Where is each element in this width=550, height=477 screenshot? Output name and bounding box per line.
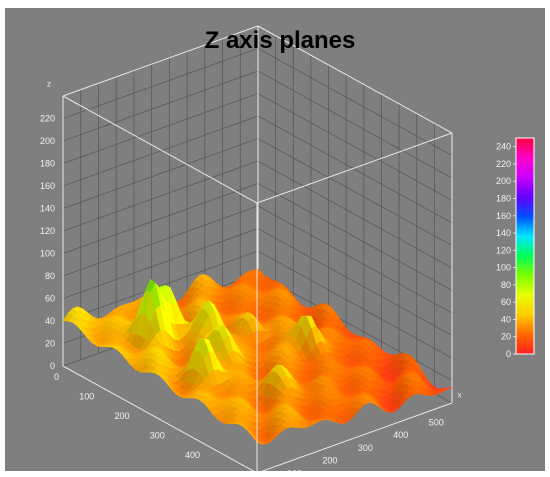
z-tick-label: 80 (45, 271, 55, 281)
colorbar-tick-label: 60 (501, 297, 511, 307)
y-tick-label: 200 (115, 411, 130, 421)
x-tick-label: 100 (287, 468, 302, 471)
grid-line-z-back-b (257, 205, 453, 314)
chart-title: Z axis planes (205, 27, 356, 54)
x-tick-label: 200 (322, 456, 337, 466)
surface-mesh (62, 268, 453, 445)
z-tick-label: 40 (45, 316, 55, 326)
grid-line-z-back-a (62, 93, 259, 164)
box-edge-front (261, 402, 453, 471)
grid-line-z-back-a (62, 70, 259, 142)
colorbar-tick-label: 200 (496, 176, 511, 186)
front-edges (62, 203, 453, 471)
z-tick-label: 160 (40, 181, 55, 191)
z-tick-label: 0 (50, 361, 55, 371)
surface-cell (251, 435, 263, 445)
grid-line-z-back-a (62, 183, 259, 254)
y-tick-label: 100 (79, 391, 94, 401)
box-edge-front (62, 365, 255, 471)
colorbar-tick-label: 80 (501, 280, 511, 290)
z-tick-label: 100 (40, 249, 55, 259)
colorbar-tick-label: 120 (496, 245, 511, 255)
grid-line-z-back-a (62, 48, 259, 119)
z-tick-label: 60 (45, 294, 55, 304)
y-tick-label: 300 (150, 430, 165, 440)
grid-line-z-back-b (257, 183, 453, 291)
z-tick-label: 200 (40, 136, 55, 146)
x-tick-label: 400 (393, 430, 408, 440)
grid-line-z-back-b (257, 250, 453, 359)
z-tick-label: 140 (40, 204, 55, 214)
grid-line-z-back-b (257, 70, 453, 179)
grid-line-z-back-a (62, 138, 259, 209)
back-grid (62, 25, 453, 404)
axis-ticks: 0 20 40 60 80 100 120 140 160 180 200 220 z 0 100 200 30… (40, 80, 462, 472)
colorbar-tick-label: 240 (496, 142, 511, 152)
grid-line-z-back-a (62, 160, 259, 232)
x-tick-label: 300 (358, 443, 373, 453)
colorbar-tick-label: 100 (496, 263, 511, 273)
grid-line-z-back-a (62, 250, 259, 322)
box-edge (256, 132, 453, 204)
chart-area: 0 20 40 60 80 100 120 140 160 180 200 220 z 0 100 200 30… (5, 8, 545, 471)
grid-line-z-back-b (257, 138, 453, 246)
colorbar: 0 20 40 60 80 100 120 140 160 180 200 220 240 (496, 137, 535, 359)
colorbar-tick-label: 20 (501, 332, 511, 342)
colorbar-tick-label: 160 (496, 211, 511, 221)
grid-line-z-back-a (62, 205, 259, 277)
grid-line-z-back-b (257, 228, 453, 336)
z-tick-label: 20 (45, 339, 55, 349)
y-tick-label: 0 (54, 372, 59, 382)
grid-line-z-back-b (257, 160, 453, 269)
x-axis-label: x (458, 391, 462, 400)
grid-line-z-back-b (257, 115, 453, 224)
x-tick-label: 500 (429, 417, 444, 427)
colorbar-gradient (515, 137, 535, 355)
grid-line-z-back-a (62, 115, 259, 187)
colorbar-tick-label: 220 (496, 159, 511, 169)
y-tick-label: 500 (220, 469, 235, 471)
z-axis-label: z (47, 80, 51, 89)
z-tick-label: 120 (40, 226, 55, 236)
z-tick-label: 220 (40, 114, 55, 124)
grid-line-z-back-b (257, 273, 453, 381)
colorbar-tick-label: 0 (506, 349, 511, 359)
z-tick-label: 180 (40, 159, 55, 169)
surface-plot: 020406080100120140160180200220z010020030… (40, 25, 535, 472)
box-edge (62, 25, 259, 97)
grid-line-z-back-b (257, 93, 453, 201)
grid-line-z-back-b (257, 48, 453, 156)
colorbar-tick-label: 40 (501, 314, 511, 324)
colorbar-tick-label: 140 (496, 228, 511, 238)
colorbar-tick-label: 180 (496, 193, 511, 203)
box-edge (257, 25, 453, 134)
box-edge (62, 95, 258, 204)
grid-line-z-back-a (62, 228, 259, 299)
y-tick-label: 400 (185, 450, 200, 460)
